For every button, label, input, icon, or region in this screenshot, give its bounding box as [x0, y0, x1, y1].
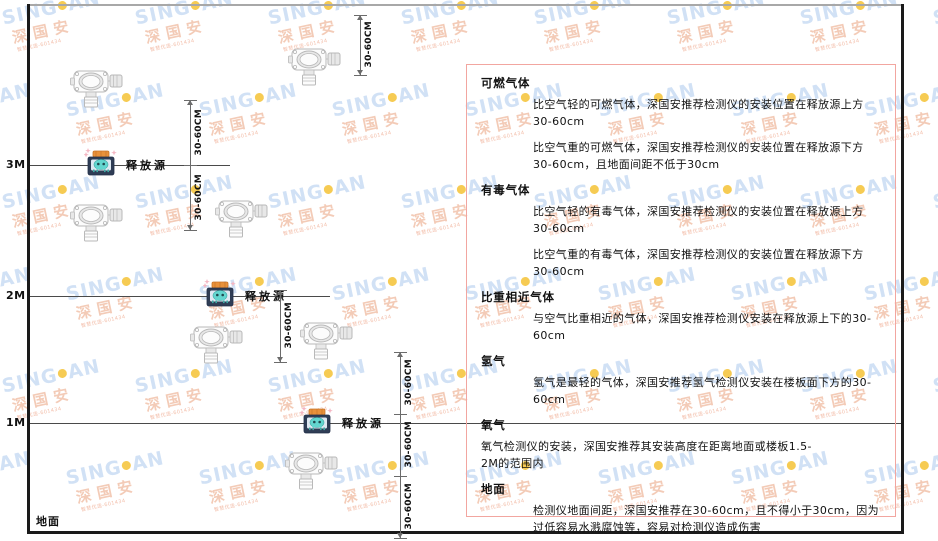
dimension-group: 30-60CM [274, 290, 294, 363]
dimension-tick [394, 414, 407, 415]
dimension-arrow-up [277, 290, 283, 295]
panel-section: 地面检测仪地面间距，深国安推荐在30-60cm，且不得小于30cm，因为过低容易… [481, 481, 881, 536]
dimension-tick [354, 15, 367, 16]
frame-right-edge [901, 4, 904, 534]
dimension-tick [394, 476, 407, 477]
height-label-2m: 2M [6, 289, 26, 302]
dimension-label: 30-60CM [404, 359, 414, 406]
dimension-tick [184, 230, 197, 231]
dimension-arrow-down [397, 533, 403, 538]
height-gridline-1m [30, 423, 901, 424]
dimension-arrow-up [397, 352, 403, 357]
release-source-icon [202, 279, 237, 313]
panel-section-paragraph: 氢气是最轻的气体，深国安推荐氢气检测仪安装在楼板面下方的30-60cm [533, 376, 872, 406]
dimension-group: 30-60CM 30-60CM 30-60CM [394, 352, 414, 539]
dimension-label: 30-60CM [404, 421, 414, 468]
gas-detector-icon [70, 66, 126, 114]
release-source-icon [83, 148, 118, 182]
ground-label: 地面 [36, 515, 60, 528]
panel-section-heading: 氧气 [481, 418, 506, 432]
dimension-tick [394, 352, 407, 353]
height-label-1m: 1M [6, 416, 26, 429]
dimension-label: 30-60CM [364, 21, 374, 68]
dimension-tick [394, 538, 407, 539]
gas-detector-icon [285, 448, 341, 496]
frame-ground-line [27, 531, 904, 534]
panel-section-paragraph: 检测仪地面间距，深国安推荐在30-60cm，且不得小于30cm，因为过低容易水溅… [533, 504, 880, 534]
dimension-group: 30-60CM 30-60CM [184, 100, 204, 231]
panel-section-paragraph: 比空气重的有毒气体，深国安推荐检测仪的安装位置在释放源下方30-60cm [533, 248, 864, 278]
dimension-tick [184, 100, 197, 101]
dimension-line [360, 15, 361, 75]
panel-section-heading: 比重相近气体 [481, 290, 555, 304]
panel-section-heading: 可燃气体 [481, 76, 531, 90]
dimension-label: 30-60CM [194, 173, 204, 220]
dimension-arrow-down [277, 357, 283, 362]
panel-section-paragraph: 比空气重的可燃气体，深国安推荐检测仪的安装位置在释放源下方30-60cm，且地面… [533, 141, 864, 171]
frame-left-axis [27, 4, 30, 534]
gas-detector-icon [215, 196, 271, 244]
gas-detector-guidance-panel: 可燃气体 比空气轻的可燃气体，深国安推荐检测仪的安装位置在释放源上方30-60cm… [466, 64, 896, 534]
panel-section: 比重相近气体与空气比重相近的气体，深国安推荐检测仪安装在释放源上下的30-60c… [481, 289, 881, 344]
gas-detector-icon [300, 318, 356, 366]
dimension-tick [274, 290, 287, 291]
height-gridline-3m [30, 165, 230, 166]
dimension-label: 30-60CM [194, 108, 204, 155]
panel-section: 有毒气体 比空气轻的有毒气体，深国安推荐检测仪的安装位置在释放源上方30-60cm… [481, 182, 881, 280]
dimension-line [400, 352, 401, 538]
dimension-arrow-down [187, 225, 193, 230]
dimension-group: 30-60CM [354, 15, 374, 76]
gas-detector-icon [288, 44, 344, 92]
release-source-icon [299, 406, 334, 440]
frame-top-edge [27, 4, 904, 6]
dimension-arrow-up [357, 15, 363, 20]
dimension-tick [354, 75, 367, 76]
gas-detector-icon [70, 200, 126, 248]
panel-section-paragraph: 比空气轻的可燃气体，深国安推荐检测仪的安装位置在释放源上方30-60cm [533, 98, 864, 128]
release-source-label: 释放源 [245, 290, 287, 303]
release-source-label: 释放源 [126, 159, 168, 172]
panel-section: 可燃气体 比空气轻的可燃气体，深国安推荐检测仪的安装位置在释放源上方30-60cm… [481, 75, 881, 173]
panel-section-paragraph: 比空气轻的有毒气体，深国安推荐检测仪的安装位置在释放源上方30-60cm [533, 205, 864, 235]
panel-section-heading: 氢气 [481, 354, 506, 368]
panel-section: 氢气氢气是最轻的气体，深国安推荐氢气检测仪安装在楼板面下方的30-60cm [481, 353, 881, 408]
release-source-label: 释放源 [342, 417, 384, 430]
dimension-arrow-down [357, 70, 363, 75]
dimension-tick [274, 362, 287, 363]
dimension-label: 30-60CM [404, 483, 414, 530]
dimension-label: 30-60CM [284, 302, 294, 349]
height-label-3m: 3M [6, 158, 26, 171]
height-gridline-2m [30, 296, 330, 297]
gas-detector-icon [190, 322, 246, 370]
dimension-arrow-up [187, 100, 193, 105]
panel-section-paragraph: 与空气比重相近的气体，深国安推荐检测仪安装在释放源上下的30-60cm [533, 312, 872, 342]
panel-section: 氧气氧气检测仪的安装，深国安推荐其安装高度在距离地面或楼板1.5-2M的范围内 [481, 417, 881, 472]
panel-content: 可燃气体 比空气轻的可燃气体，深国安推荐检测仪的安装位置在释放源上方30-60cm… [467, 65, 895, 536]
panel-section-heading: 有毒气体 [481, 183, 531, 197]
panel-section-paragraph: 氧气检测仪的安装，深国安推荐其安装高度在距离地面或楼板1.5-2M的范围内 [481, 440, 812, 470]
panel-section-heading: 地面 [481, 482, 506, 496]
dimension-line [280, 290, 281, 362]
dimension-tick [184, 165, 197, 166]
